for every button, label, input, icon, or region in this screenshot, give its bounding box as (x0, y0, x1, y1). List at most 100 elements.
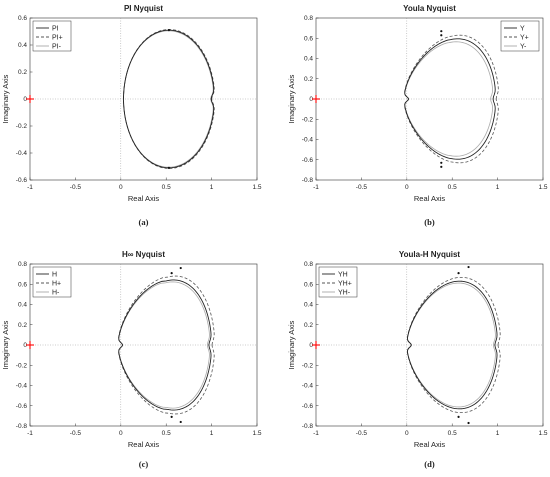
y-tick-label: -0.4 (16, 383, 28, 390)
series-line-yh (407, 280, 498, 410)
data-point-marker (167, 166, 171, 169)
chart-title: Youla Nyquist (403, 4, 456, 13)
y-tick-label: -0.6 (16, 177, 28, 184)
x-tick-label: -1 (313, 184, 319, 191)
panel-caption: (b) (424, 217, 435, 227)
y-tick-label: -0.2 (16, 362, 28, 369)
y-tick-label: -0.2 (302, 116, 314, 123)
data-point-marker (440, 161, 443, 164)
chart-title: H∞ Nyquist (122, 250, 165, 259)
y-axis-label: Imaginary Axis (1, 320, 10, 369)
y-tick-label: 0.4 (18, 42, 27, 49)
data-point-marker (440, 34, 443, 37)
x-tick-label: -1 (313, 430, 319, 437)
legend: PI PI+ PI- (32, 20, 72, 52)
legend-entry: PI (52, 25, 59, 32)
critical-point-marker (312, 341, 320, 349)
x-tick-label: 1 (496, 184, 500, 191)
legend-entry: YH- (338, 289, 351, 296)
y-tick-label: -0.6 (302, 157, 314, 164)
x-tick-label: 0.5 (448, 430, 457, 437)
y-tick-label: -0.8 (302, 177, 314, 184)
legend-entry: Y- (520, 43, 527, 50)
x-axis-label: Real Axis (414, 194, 446, 203)
data-point-marker (170, 272, 173, 275)
critical-point-marker (26, 341, 34, 349)
x-tick-label: 1.5 (252, 430, 261, 437)
data-point-marker (440, 30, 443, 33)
y-tick-label: 0.8 (18, 261, 27, 268)
series-line-y (404, 38, 496, 160)
y-tick-label: 0.6 (304, 35, 313, 42)
legend-entry: YH (338, 271, 348, 278)
legend-entry: H (52, 271, 57, 278)
y-tick-label: 0.6 (18, 281, 27, 288)
y-tick-label: 0.6 (304, 281, 313, 288)
legend: YH YH+ YH- (318, 266, 358, 298)
data-point-marker (467, 265, 470, 269)
x-tick-label: 1.5 (252, 184, 261, 191)
x-tick-label: -0.5 (356, 184, 368, 191)
y-tick-label: 0.4 (304, 56, 313, 63)
y-tick-label: -0.8 (16, 423, 28, 430)
panel-caption: (c) (139, 459, 149, 469)
legend-entry: Y+ (520, 34, 529, 41)
x-tick-label: -0.5 (70, 430, 82, 437)
y-tick-label: 0 (23, 342, 27, 349)
x-tick-label: 0 (405, 184, 409, 191)
y-tick-label: 0.8 (304, 261, 313, 268)
x-axis-label: Real Axis (128, 194, 160, 203)
y-axis-label: Imaginary Axis (1, 74, 10, 123)
series-line-pi (123, 29, 215, 169)
y-tick-label: 0.2 (18, 322, 27, 329)
chart-title: Youla-H Nyquist (399, 250, 461, 259)
y-tick-label: -0.4 (302, 137, 314, 144)
x-axis-label: Real Axis (414, 440, 446, 449)
y-tick-label: -0.4 (16, 150, 28, 157)
y-tick-label: 0.4 (18, 302, 27, 309)
x-tick-label: 1 (210, 430, 214, 437)
legend: H H+ H- (32, 266, 72, 298)
y-tick-label: -0.6 (302, 403, 314, 410)
y-tick-label: 0.2 (18, 69, 27, 76)
y-axis-label: Imaginary Axis (287, 320, 296, 369)
y-tick-label: 0.6 (18, 15, 27, 22)
data-point-marker (467, 421, 470, 425)
critical-point-marker (312, 95, 320, 103)
nyquist-panel: Youla Nyquist Real Axis Imaginary Axis (b) -… (287, 4, 548, 227)
series-line-h (118, 279, 212, 411)
y-tick-label: -0.2 (16, 123, 28, 130)
x-tick-label: 0.5 (162, 184, 171, 191)
data-point-marker (179, 420, 182, 424)
series-line-pi- (123, 29, 215, 169)
data-point-marker (179, 266, 182, 270)
nyquist-panel: Youla-H Nyquist Real Axis Imaginary Axis (d… (287, 250, 548, 469)
legend-entry: YH+ (338, 280, 352, 287)
x-tick-label: 0.5 (162, 430, 171, 437)
legend-entry: H+ (52, 280, 61, 287)
legend-entry: Y (520, 25, 525, 32)
x-tick-label: 1.5 (538, 430, 547, 437)
y-tick-label: -0.2 (302, 362, 314, 369)
x-tick-label: 0.5 (448, 184, 457, 191)
data-point-marker (440, 165, 443, 168)
chart-title: PI Nyquist (124, 4, 163, 13)
legend: Y Y+ Y- (500, 20, 540, 52)
y-tick-label: 0 (309, 342, 313, 349)
y-tick-label: 0.2 (304, 322, 313, 329)
y-axis-label: Imaginary Axis (287, 74, 296, 123)
x-tick-label: -0.5 (356, 430, 368, 437)
y-tick-label: -0.4 (302, 383, 314, 390)
y-tick-label: 0 (23, 96, 27, 103)
data-point-marker (457, 415, 460, 418)
y-tick-label: 0 (309, 96, 313, 103)
x-tick-label: -1 (27, 430, 33, 437)
x-axis-label: Real Axis (128, 440, 160, 449)
y-tick-label: -0.6 (16, 403, 28, 410)
legend-entry: H- (52, 289, 60, 296)
x-tick-label: 1 (210, 184, 214, 191)
x-tick-label: 0 (119, 430, 123, 437)
